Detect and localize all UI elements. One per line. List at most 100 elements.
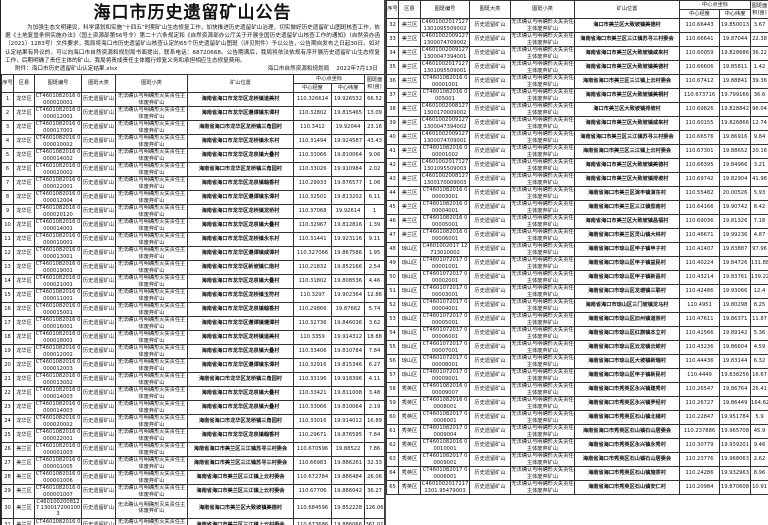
row-subtype: 无法确认与明确形灭失责任主体废弃矿山 bbox=[115, 134, 188, 150]
row-district: 琼山区 bbox=[398, 270, 421, 285]
row-number: 26 bbox=[1, 442, 14, 458]
row-lat: 19.886066 bbox=[330, 517, 366, 525]
row-code: CT4601072017 000003001 bbox=[420, 284, 470, 299]
row-subtype: 无法确认与明确形灭失责任主体废弃矿山 bbox=[510, 270, 575, 285]
row-type: 历史遗留矿山 bbox=[81, 386, 116, 402]
th-subtype: 图斑小类 bbox=[115, 74, 188, 94]
row-lon: 110.237886 bbox=[679, 424, 720, 439]
row-code: CT4601072017 000004001 bbox=[420, 298, 470, 313]
row-number: 12 bbox=[1, 246, 14, 262]
row-type: 历史遗留矿山 bbox=[469, 18, 511, 33]
row-code: CT4601072017 000006001 bbox=[420, 326, 470, 341]
row-code: C4601002009127 1300074709001 bbox=[420, 130, 470, 145]
row-type: 历史遗留矿山 bbox=[81, 274, 116, 290]
row-district: 琼山区 bbox=[398, 256, 421, 271]
table-row: 26 美兰区 CT4601082016 0000001003 历史遗留矿山 无法确认与明… bbox=[1, 442, 384, 458]
row-lat: 19.867586 bbox=[330, 246, 366, 262]
row-lon: 110.32802 bbox=[293, 106, 332, 122]
row-lat: 19.813202 bbox=[330, 190, 366, 206]
attachment-link[interactable]: 附件：海口市历史遗留矿山认定结果.xlsx bbox=[15, 66, 118, 73]
row-lat: 19.812816 bbox=[330, 218, 366, 234]
row-number: 46 bbox=[386, 214, 399, 229]
row-number: 7 bbox=[1, 176, 14, 192]
row-number: 65 bbox=[386, 480, 399, 495]
row-type: 历史遗留矿山 bbox=[469, 312, 511, 327]
row-number: 14 bbox=[1, 274, 14, 290]
row-number: 31 bbox=[1, 517, 14, 525]
row-type: 历史遗留矿山 bbox=[469, 424, 511, 439]
row-lat: 19.914312 bbox=[330, 330, 366, 346]
table-row: 29 美兰区 CT4601082016 0000001007 历史遗留矿山 无法确认与明… bbox=[1, 484, 384, 500]
row-lat: 19.80298 bbox=[718, 298, 752, 313]
row-location: 海南省海口市龙华区新坡镇仁南村 bbox=[187, 260, 294, 276]
row-subtype: 无法确认与明确形灭失责任主体废弃矿山 bbox=[510, 368, 575, 383]
row-type: 历史遗留矿山 bbox=[469, 242, 511, 257]
row-area: 36.22 bbox=[750, 46, 768, 61]
row-subtype: 无法确认与明确形灭失责任主体废弃矿山 bbox=[115, 274, 188, 290]
row-number: 62 bbox=[386, 438, 399, 453]
row-code: CT4601072017 000002001 bbox=[420, 270, 470, 285]
row-type: 历史遗留矿山 bbox=[81, 106, 116, 122]
row-lon: 110.69742 bbox=[679, 172, 720, 187]
row-type: 历史遗留矿山 bbox=[81, 288, 116, 304]
row-code: CT4601082016 0000013002 bbox=[34, 372, 82, 388]
th-no: 序号 bbox=[1, 74, 14, 94]
table-row: 16 龙华区 CT4601082016 0000015001 历史遗留矿山 无法确认与明… bbox=[1, 302, 384, 318]
row-type: 历史遗留矿山 bbox=[469, 438, 511, 453]
th-district: 区县 bbox=[13, 74, 35, 94]
row-area: 12.86 bbox=[364, 288, 384, 304]
row-area: 5.74 bbox=[364, 302, 384, 318]
row-subtype: 无法确认与明确形灭失责任主体废弃矿山 bbox=[510, 396, 575, 411]
row-area: 12.74 bbox=[750, 116, 768, 131]
row-type: 历史遗留矿山 bbox=[81, 190, 116, 206]
row-number: 30 bbox=[1, 498, 14, 519]
row-code: CT4601082016 0000020002 bbox=[34, 162, 82, 178]
row-number: 27 bbox=[1, 456, 14, 472]
row-location: 海南省海口市龙华区龙泉镇大叠村 bbox=[187, 148, 294, 164]
row-type: 历史遗留矿山 bbox=[81, 218, 116, 234]
row-district: 美兰区 bbox=[398, 200, 421, 215]
table-row: 33 美兰区 C4601002009127 1300074709002 历史遗留矿山无… bbox=[386, 32, 768, 47]
row-location: 海南省海口市秀英区石山镇施茶村 bbox=[574, 466, 680, 481]
row-district: 秀英区 bbox=[398, 466, 421, 481]
row-lat: 19.870608 bbox=[718, 480, 752, 495]
row-number: 35 bbox=[386, 60, 399, 75]
row-subtype: 无法确认与明确形灭失责任主体废弃矿山 bbox=[115, 176, 188, 192]
row-lat: 19.83887 bbox=[718, 242, 752, 257]
row-lat: 19.810064 bbox=[330, 400, 366, 416]
row-code: C4601002008127 1300170009003 bbox=[420, 172, 470, 187]
row-code: CT4601082016 0000012001 bbox=[34, 106, 82, 122]
row-lat: 20.00526 bbox=[718, 186, 752, 201]
row-number: 39 bbox=[386, 116, 399, 131]
row-number: 56 bbox=[386, 354, 399, 369]
row-location: 海口市美兰区大致坡镇美德村 bbox=[574, 18, 680, 33]
table-row: 59 秀英区 CT4601082016 00008001 历史遗留矿山 无法确认与明确形… bbox=[386, 396, 768, 411]
table-row: 41 美兰区 CT4601082016 000001002 历史遗留矿山 无法确认与明确… bbox=[386, 144, 768, 159]
row-location: 海南省海口市美兰区演丰镇演东村 bbox=[574, 186, 680, 201]
row-type: 历史遗留矿山 bbox=[81, 330, 116, 346]
row-district: 龙华区 bbox=[13, 302, 35, 318]
row-area: 6.32 bbox=[750, 354, 768, 369]
table-row: 10 龙华区 CT4601082016 0000014001 历史遗留矿山 无法确认与明… bbox=[1, 218, 384, 234]
row-number: 22 bbox=[1, 386, 14, 402]
table-row: 45 美兰区 CT4601082016 000004001 历史遗留矿山 无法确认与明确… bbox=[386, 200, 768, 215]
row-area: 9.11 bbox=[364, 232, 384, 248]
row-type: 历史遗留矿山 bbox=[469, 88, 511, 103]
row-district: 龙华区 bbox=[13, 120, 35, 136]
row-type: 历史遗留矿山 bbox=[469, 60, 511, 75]
row-location: 海南省海口市美兰区三江镇苏寻三村委会 bbox=[187, 456, 294, 472]
row-number: 59 bbox=[386, 396, 399, 411]
row-type: 历史遗留矿山 bbox=[469, 480, 511, 495]
row-area: 1.95 bbox=[364, 246, 384, 262]
row-district: 龙华区 bbox=[13, 386, 35, 402]
row-district: 龙华区 bbox=[13, 372, 35, 388]
row-district: 美兰区 bbox=[13, 517, 35, 525]
row-location: 海南省海口市龙华区龙泉镇大叠村 bbox=[187, 400, 294, 416]
table-row: 27 美兰区 CT4601082016 0000001005 历史遗留矿山 无法确认与明… bbox=[1, 456, 384, 472]
table-row: 62 秀英区 CT4601082016 00010001 历史遗留矿山 无法确认与明确形… bbox=[386, 438, 768, 453]
row-lat: 19.88841 bbox=[718, 74, 752, 89]
row-lon: 110.3412 bbox=[293, 120, 332, 136]
row-code: C4601002008127 1300172001003 bbox=[34, 498, 82, 519]
row-area: 3.62 bbox=[364, 316, 384, 332]
row-code: CT4601082016 0000022001 bbox=[34, 176, 82, 192]
